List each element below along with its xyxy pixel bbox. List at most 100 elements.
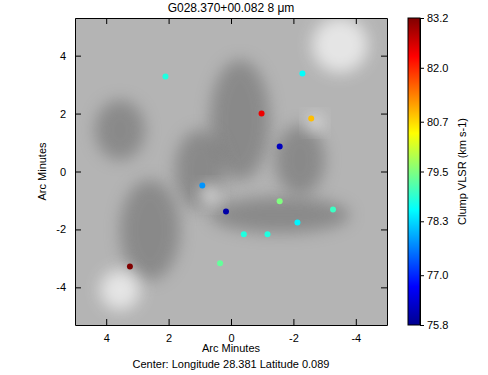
image-area (75, 18, 387, 325)
clump-point (223, 208, 229, 214)
colorbar-label: Clump VLSR (km s-1) (456, 118, 468, 225)
clump-point (330, 206, 336, 212)
colorbar-axis: 75.877.078.379.580.782.083.2 (420, 12, 448, 331)
tick: 0 (228, 319, 234, 344)
background-image (75, 18, 387, 325)
axis: 4 2 0 -2 -4 (76, 319, 388, 344)
tick-label: 83.2 (427, 12, 448, 24)
tick: 77.0 (420, 269, 448, 281)
tick-mark (75, 229, 81, 230)
tick-mark (169, 18, 170, 24)
tick-mark (381, 172, 387, 173)
tick-label: 79.5 (427, 166, 448, 178)
tick (356, 18, 357, 24)
tick: -4 (351, 319, 361, 344)
tick (381, 287, 387, 288)
tick-mark (420, 68, 424, 69)
tick-mark (356, 319, 357, 325)
axis-line (76, 325, 388, 326)
tick-mark (293, 319, 294, 325)
tick-label: -2 (56, 223, 66, 235)
tick (169, 18, 170, 24)
subtitle: Center: Longitude 28.381 Latitude 0.089 (133, 358, 330, 370)
tick: 79.5 (420, 166, 448, 178)
tick: 4 (60, 50, 81, 62)
tick-mark (231, 18, 232, 24)
tick: 82.0 (420, 62, 448, 74)
tick-mark (381, 56, 387, 57)
points (127, 71, 336, 270)
dark-cloud (120, 180, 180, 280)
tick-mark (293, 18, 294, 24)
tick-mark (381, 287, 387, 288)
clump-point (265, 231, 271, 237)
dark-cloud (210, 197, 350, 233)
tick-label: -2 (289, 332, 299, 344)
tick: 78.3 (420, 215, 448, 227)
clump-point (277, 198, 283, 204)
dark-cloud (95, 100, 145, 160)
tick (381, 114, 387, 115)
tick (381, 56, 387, 57)
tick-mark (420, 172, 424, 173)
tick-mark (420, 221, 424, 222)
tick: 75.8 (420, 319, 448, 331)
tick: 4 (104, 319, 110, 344)
tick-mark (420, 122, 424, 123)
x-label: Arc Minutes (202, 342, 261, 354)
dark-cloud (175, 130, 225, 210)
colorbar (408, 18, 420, 325)
clump-point (259, 111, 265, 117)
clump-point (127, 263, 133, 269)
axis (76, 18, 388, 24)
tick-label: 4 (104, 332, 110, 344)
tick (106, 18, 107, 24)
tick-mark (381, 114, 387, 115)
tick: -2 (289, 319, 299, 344)
axis-line (387, 19, 388, 326)
tick-label: 4 (60, 50, 66, 62)
tick: 83.2 (420, 12, 448, 24)
tick-label: 2 (166, 332, 172, 344)
tick-label: -4 (56, 281, 66, 293)
clump-point (162, 74, 168, 80)
tick: -4 (56, 281, 81, 293)
tick-mark (356, 18, 357, 24)
tick-label: 77.0 (427, 269, 448, 281)
tick-label: 75.8 (427, 319, 448, 331)
tick-mark (106, 18, 107, 24)
tick (381, 229, 387, 230)
chart: 4 2 0 -2 -4 -4 -2 0 2 4 G028.370+00.082 8 μm Arc Mi… (0, 0, 488, 375)
bright-region (307, 115, 323, 131)
axis (381, 19, 388, 326)
tick-mark (75, 287, 81, 288)
clump-point (199, 182, 205, 188)
bright-region (100, 270, 140, 310)
clump-point (308, 115, 314, 121)
tick: 0 (60, 166, 81, 178)
clump-point (241, 231, 247, 237)
clump-point (299, 71, 305, 77)
axis: -4 -2 0 2 4 (56, 19, 81, 326)
tick-mark (420, 275, 424, 276)
tick-mark (231, 319, 232, 325)
bright-region (312, 18, 368, 73)
tick-label: 82.0 (427, 62, 448, 74)
clump-point (277, 144, 283, 150)
clump-point (294, 219, 300, 225)
title: G028.370+00.082 8 μm (168, 1, 295, 15)
tick (293, 18, 294, 24)
tick (231, 18, 232, 24)
tick-mark (106, 319, 107, 325)
tick (381, 172, 387, 173)
tick-label: 78.3 (427, 215, 448, 227)
tick-label: 0 (60, 166, 66, 178)
tick-mark (420, 325, 424, 326)
tick-mark (75, 56, 81, 57)
tick-mark (75, 114, 81, 115)
tick-mark (420, 18, 424, 19)
tick-mark (75, 172, 81, 173)
tick-label: -4 (351, 332, 361, 344)
dark-cloud (275, 125, 325, 195)
tick: 2 (60, 108, 81, 120)
